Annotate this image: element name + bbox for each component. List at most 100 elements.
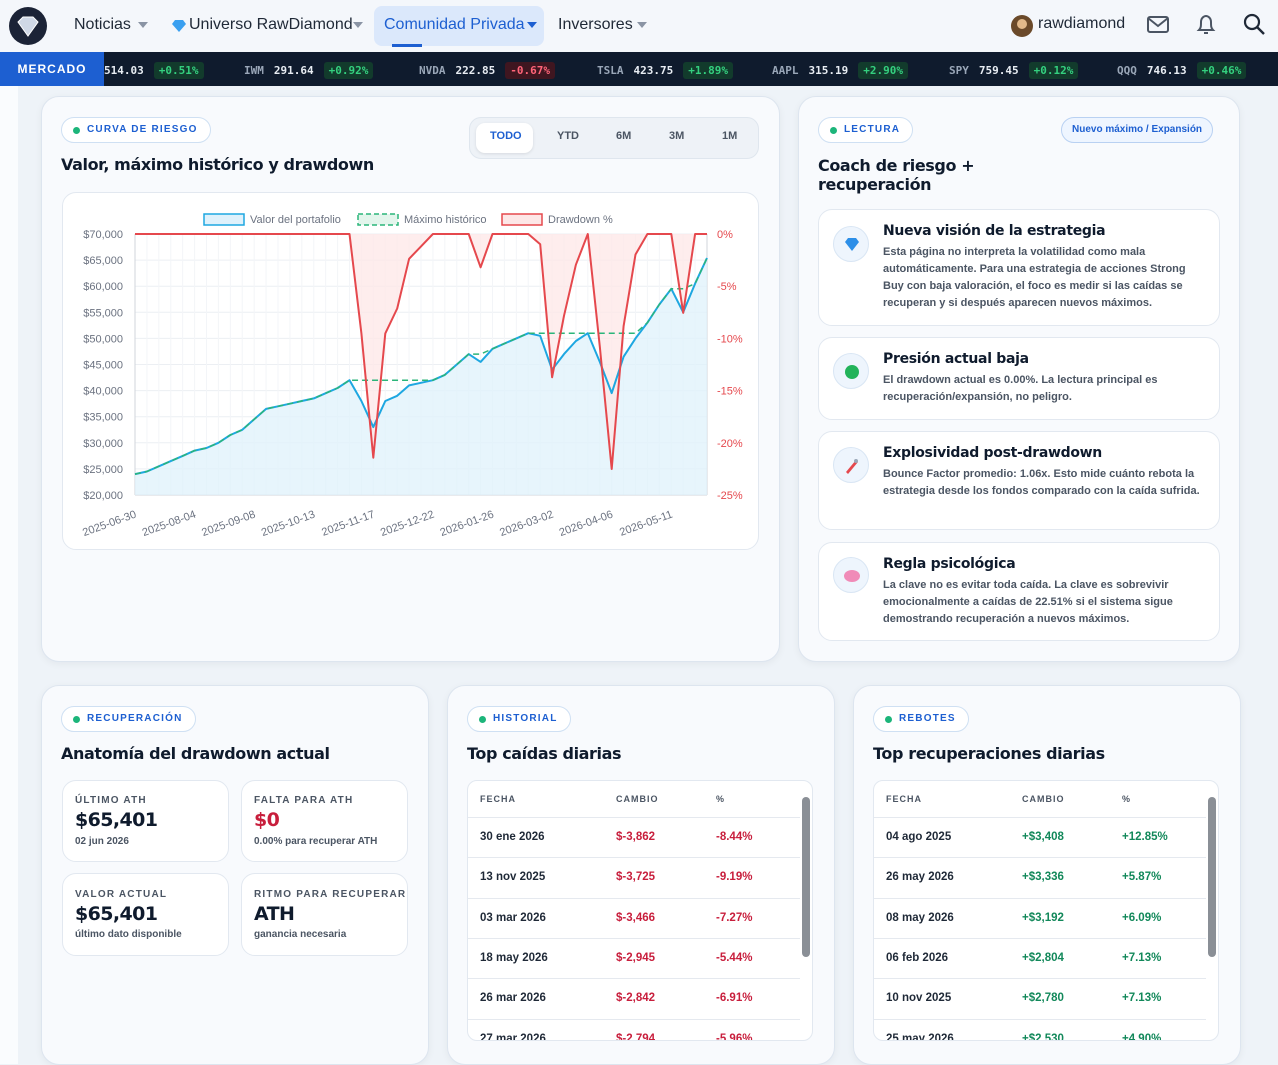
ticker-item[interactable]: AAPL 315.19 +2.90% [772,62,908,79]
table-row: 04 ago 2025 +$3,408 +12.85% [874,817,1206,857]
caret [637,22,647,28]
legend-label: Máximo histórico [404,214,487,226]
y-tick-label: $45,000 [83,360,123,372]
card-title: Top recuperaciones diarias [873,744,1105,763]
x-tick-label: 2026-01-26 [439,509,496,540]
scrollbar[interactable] [1208,797,1216,957]
ticker-symbol: SPY [949,64,969,77]
table-row: 06 feb 2026 +$2,804 +7.13% [874,937,1206,978]
legend-label: Valor del portafolio [250,214,341,226]
y-tick-label: $40,000 [83,386,123,398]
stat-box [62,780,229,862]
ticker-price: 514.03 [104,64,144,77]
stat-note: ganancia necesaria [254,929,347,940]
tab[interactable]: YTD [557,130,579,142]
y-tick-label: $70,000 [83,229,123,241]
ticker-item[interactable]: QQQ 746.13 +0.46% [1117,62,1247,79]
x-tick-label: 2025-09-08 [200,509,257,540]
scrollbar[interactable] [802,797,810,957]
x-tick-label: 2026-03-02 [498,509,555,540]
table-row: 26 may 2026 +$3,336 +5.87% [874,857,1206,897]
cell: 03 mar 2026 [480,911,546,924]
tab[interactable]: 1M [722,130,738,142]
cell: -5.44% [716,951,753,964]
table-row: 27 mar 2026 $-2,794 -5.96% [468,1018,800,1041]
menu-item[interactable]: Inversores [558,16,633,33]
active-menu-bg [374,6,544,46]
user-name[interactable]: rawdiamond [1038,15,1126,32]
cell: 25 may 2026 [886,1032,954,1041]
tab[interactable]: 3M [669,130,685,142]
search-icon[interactable] [1243,13,1267,37]
table-row: 03 mar 2026 $-3,466 -7.27% [468,897,800,938]
ticker-item[interactable]: NVDA 222.85 -0.67% [419,62,555,79]
icon [833,557,869,593]
insight-title: Explosividad post-drawdown [883,445,1102,461]
cell: $-3,466 [616,911,656,924]
insight-card [818,337,1220,420]
table: FECHA CAMBIO% 04 ago 2025 +$3,408 +12.85% 26 … [873,780,1219,1041]
stat-box [241,873,408,956]
legend-swatch [501,213,543,226]
chart: $20,000 $25,000 $30,000 $35,000 $40,000 $45,0… [81,213,743,540]
x-tick-label: 2025-08-04 [141,509,198,540]
mail-icon[interactable] [1147,16,1169,34]
table-row: 18 may 2026 $-2,945 -5.44% [468,937,800,978]
insight-title: Regla psicológica [883,556,1016,572]
y2-tick-label: -25% [717,490,743,502]
table: FECHA CAMBIO% 30 ene 2026 $-3,862 -8.44% 13 n… [467,780,813,1041]
caret [353,22,363,28]
menu-item[interactable]: Comunidad Privada [384,16,525,33]
cell: -8.44% [716,831,753,843]
column-header: FECHA [480,794,516,804]
ticker-bar: MERCADO 514.03 +0.51% IWM 291.64 +0.92% NVDA 2… [0,52,1278,86]
x-tick-label: 2025-06-30 [81,509,138,540]
y2-tick-label: -20% [717,438,743,450]
badge: CURVA DE RIESGO [61,117,211,143]
stat-label: VALOR ACTUAL [75,889,168,900]
table-row: 30 ene 2026 $-3,862 -8.44% [468,817,800,857]
legend-label: Drawdown % [548,214,613,226]
ticker-item[interactable]: 514.03 +0.51% [104,62,204,79]
logo[interactable] [8,6,48,46]
ticker-change: +1.89% [683,62,733,79]
tab[interactable]: 6M [616,130,632,142]
badge: RECUPERACIÓN [61,706,196,732]
cell: +5.87% [1122,871,1162,884]
range-tabs: TODO YTD 6M 3M 1M [469,117,759,159]
insight-title: Nueva visión de la estrategia [883,223,1106,239]
active-indicator [392,44,422,47]
menu-item[interactable]: Noticias [74,16,131,33]
cell: 26 mar 2026 [480,992,546,1005]
table-row: 10 nov 2025 +$2,780 +7.13% [874,978,1206,1018]
cell: 04 ago 2025 [886,831,952,843]
stat-value: $65,401 [75,809,158,831]
ticker-price: 423.75 [633,64,674,77]
bell-icon[interactable] [1196,14,1216,36]
stat-note: último dato disponible [75,929,182,940]
ticker-item[interactable]: SPY 759.45 +0.12% [949,62,1079,79]
ticker-item[interactable]: IWM 291.64 +0.92% [244,62,374,79]
card-title: Anatomía del drawdown actual [61,744,330,763]
ticker-symbol: QQQ [1117,64,1137,77]
cell: +$2,780 [1022,992,1064,1005]
x-tick-label: 2025-10-13 [260,509,317,540]
insight-text: El drawdown actual es 0.00%. La lectura … [883,374,1158,403]
insight-card [818,209,1220,326]
tab[interactable]: TODO [490,130,522,142]
y-tick-label: $60,000 [83,281,123,293]
badge: REBOTES [873,706,969,732]
menu-item[interactable]: Universo RawDiamond [189,16,353,33]
avatar[interactable] [1010,14,1034,38]
cell: $-2,794 [616,1032,656,1041]
y2-tick-label: -15% [717,386,743,398]
y-tick-label: $65,000 [83,255,123,267]
stat-note: 02 jun 2026 [75,836,129,847]
icon [833,447,869,483]
ticker-symbol: AAPL [772,64,799,77]
ticker-item[interactable]: TSLA 423.75 +1.89% [597,62,733,79]
icon [833,226,869,262]
side-strip [0,86,18,1064]
column-header: % [716,794,726,804]
